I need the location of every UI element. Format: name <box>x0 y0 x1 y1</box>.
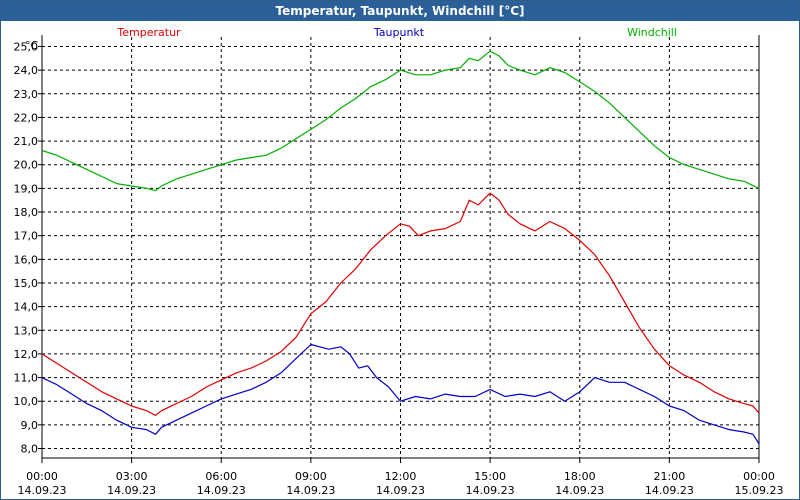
window-title: Temperatur, Taupunkt, Windchill [°C] <box>1 1 799 21</box>
y-unit-label: °C <box>25 39 39 52</box>
y-tick-label: 20,0 <box>14 159 39 172</box>
y-tick-label: 9,0 <box>21 419 39 432</box>
y-tick-label: 19,0 <box>14 182 39 195</box>
x-tick-label-date: 14.09.23 <box>466 484 515 497</box>
x-tick-label-date: 14.09.23 <box>18 484 67 497</box>
x-tick-label-date: 14.09.23 <box>645 484 694 497</box>
series-line-windchill <box>41 50 760 192</box>
y-tick-label: 23,0 <box>14 88 39 101</box>
x-tick-label-date: 14.09.23 <box>286 484 335 497</box>
x-tick-label-time: 06:00 <box>205 470 237 483</box>
legend-windchill: Windchill <box>627 26 677 39</box>
y-tick-label: 11,0 <box>14 372 39 385</box>
legend-temperatur: Temperatur <box>116 26 181 39</box>
y-tick-label: 14,0 <box>14 301 39 314</box>
y-tick-label: 10,0 <box>14 395 39 408</box>
y-tick-label: 22,0 <box>14 111 39 124</box>
y-tick-label: 8,0 <box>21 443 39 456</box>
x-tick-label-time: 15:00 <box>474 470 506 483</box>
y-tick-label: 12,0 <box>14 348 39 361</box>
x-tick-label-time: 12:00 <box>385 470 417 483</box>
x-tick-label-time: 09:00 <box>295 470 327 483</box>
y-tick-label: 16,0 <box>14 253 39 266</box>
x-tick-label-date: 14.09.23 <box>555 484 604 497</box>
x-tick-label-time: 03:00 <box>116 470 148 483</box>
y-tick-label: 18,0 <box>14 206 39 219</box>
series-line-temperatur <box>41 192 760 416</box>
x-tick-label-time: 00:00 <box>26 470 58 483</box>
y-tick-label: 13,0 <box>14 324 39 337</box>
y-tick-label: 15,0 <box>14 277 39 290</box>
x-tick-label-time: 18:00 <box>564 470 596 483</box>
y-tick-label: 21,0 <box>14 135 39 148</box>
x-tick-label-time: 21:00 <box>654 470 686 483</box>
y-tick-label: 24,0 <box>14 64 39 77</box>
x-tick-label-date: 14.09.23 <box>197 484 246 497</box>
y-tick-label: 17,0 <box>14 230 39 243</box>
x-tick-label-date: 14.09.23 <box>107 484 156 497</box>
x-tick-label-date: 14.09.23 <box>376 484 425 497</box>
x-tick-label-date: 15.09.23 <box>735 484 784 497</box>
series-line-taupunkt <box>41 343 760 445</box>
legend-taupunkt: Taupunkt <box>373 26 425 39</box>
x-tick-label-time: 00:00 <box>743 470 775 483</box>
y-tick-label: 25,0 <box>14 40 39 53</box>
